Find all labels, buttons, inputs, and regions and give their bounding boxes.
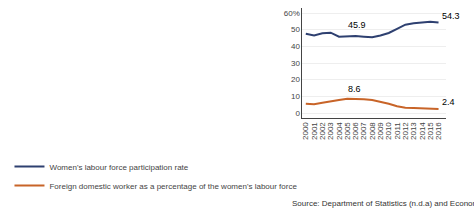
- svg-text:50: 50: [291, 25, 300, 34]
- svg-text:2007: 2007: [359, 122, 368, 140]
- svg-text:2003: 2003: [326, 122, 335, 140]
- svg-text:2016: 2016: [434, 122, 443, 140]
- svg-text:2006: 2006: [351, 122, 360, 140]
- svg-text:Women's labour force participa: Women's labour force participation rate: [49, 163, 188, 172]
- svg-text:2005: 2005: [343, 122, 352, 140]
- svg-text:40: 40: [291, 42, 300, 51]
- svg-text:60%: 60%: [284, 9, 300, 18]
- svg-text:2000: 2000: [301, 122, 310, 140]
- svg-text:8.6: 8.6: [348, 84, 361, 94]
- svg-text:2.4: 2.4: [442, 97, 455, 107]
- svg-text:2015: 2015: [426, 122, 435, 140]
- svg-text:2001: 2001: [310, 122, 319, 140]
- svg-text:10: 10: [291, 92, 300, 101]
- svg-text:2002: 2002: [318, 122, 327, 140]
- svg-text:0: 0: [295, 109, 300, 118]
- svg-text:45.9: 45.9: [348, 20, 366, 30]
- svg-text:2011: 2011: [393, 122, 402, 140]
- svg-text:2004: 2004: [335, 122, 344, 140]
- svg-text:2010: 2010: [384, 122, 393, 140]
- svg-text:Foreign domestic worker as a p: Foreign domestic worker as a percentage …: [49, 182, 297, 191]
- svg-text:Source: Department of Statisti: Source: Department of Statistics (n.d.a)…: [292, 199, 474, 208]
- svg-text:20: 20: [291, 75, 300, 84]
- svg-text:30: 30: [291, 59, 300, 68]
- svg-text:2012: 2012: [401, 122, 410, 140]
- svg-text:2008: 2008: [368, 122, 377, 140]
- svg-text:54.3: 54.3: [442, 11, 460, 21]
- svg-text:2013: 2013: [409, 122, 418, 140]
- svg-text:2009: 2009: [376, 122, 385, 140]
- svg-text:2014: 2014: [418, 122, 427, 140]
